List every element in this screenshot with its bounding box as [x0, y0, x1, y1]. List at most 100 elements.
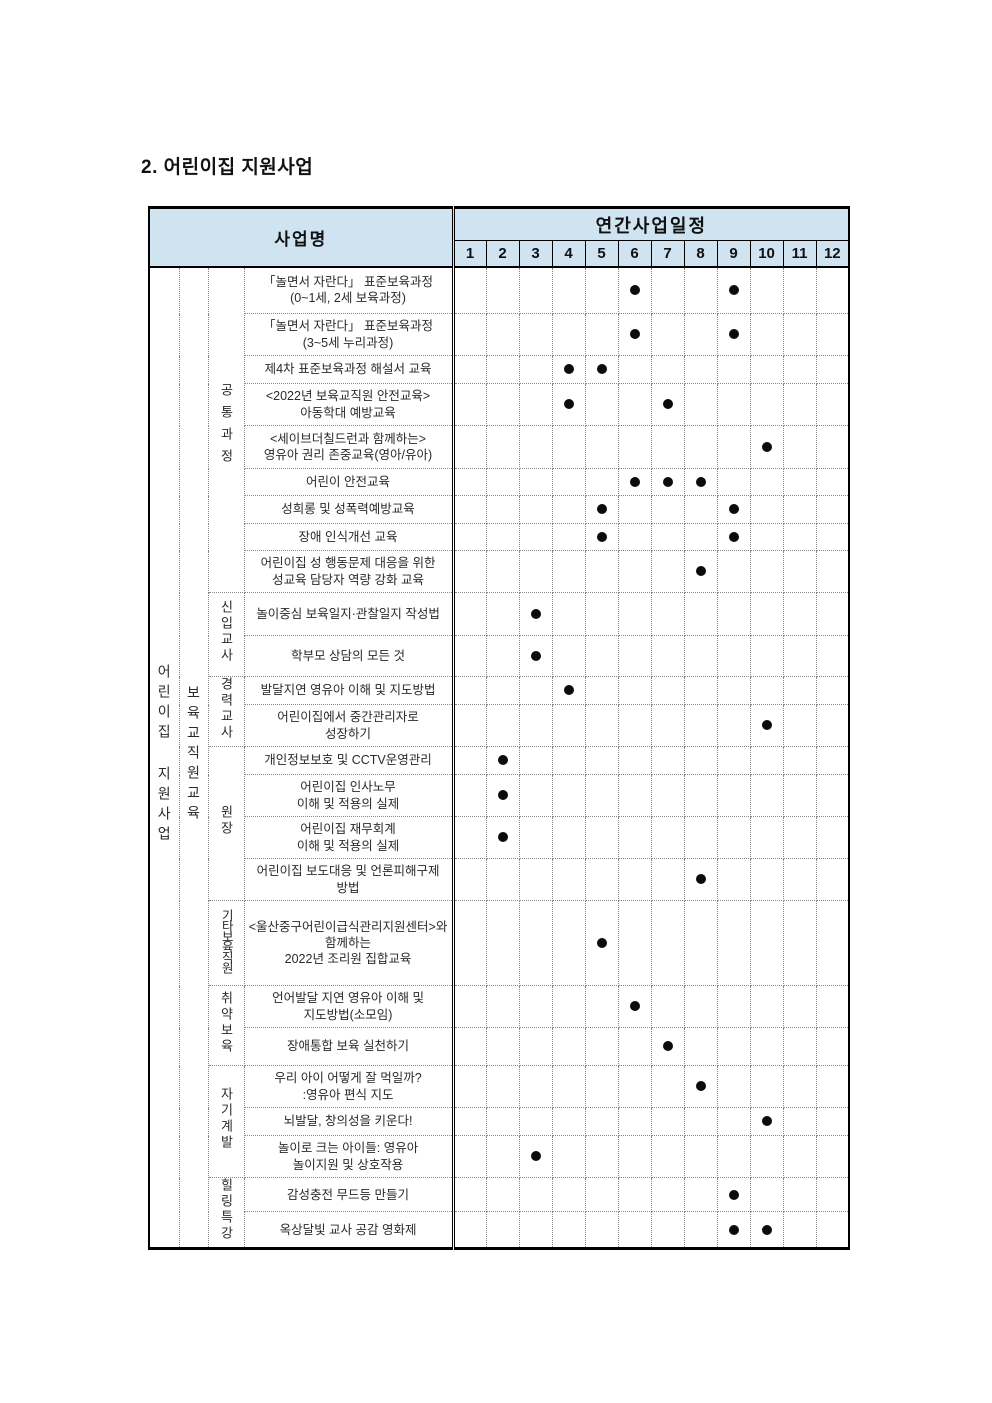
- month-cell-9: [716, 858, 751, 901]
- month-cell-9: [716, 383, 751, 426]
- month-cell-9: [716, 900, 751, 986]
- month-cell-1: [451, 313, 487, 356]
- month-cell-5: [584, 523, 619, 551]
- month-cell-6: [617, 383, 652, 426]
- month-cell-6: [617, 985, 652, 1028]
- month-cell-11: [782, 900, 817, 986]
- month-cell-5: [584, 592, 619, 636]
- month-cell-4: [551, 985, 586, 1028]
- month-cell-12: [815, 495, 850, 524]
- month-cell-11: [782, 468, 817, 496]
- month-cell-11: [782, 1027, 817, 1066]
- month-cell-8: [683, 550, 718, 593]
- schedule-dot: [662, 399, 673, 410]
- month-cell-2: [485, 900, 520, 986]
- month-cell-2: [485, 1135, 520, 1178]
- month-cell-8: [683, 1135, 718, 1178]
- program-name-cell: 제4차 표준보육과정 해설서 교육: [243, 355, 454, 384]
- month-cell-10: [749, 355, 784, 384]
- month-header-11: 11: [782, 240, 817, 267]
- program-row: 취약보육 언어발달 지연 영유아 이해 및 지도방법(소모임): [149, 985, 850, 1066]
- month-cell-8: [683, 746, 718, 775]
- month-cell-11: [782, 774, 817, 817]
- program-row: 옥상달빛 교사 공감 영화제: [149, 1211, 850, 1249]
- month-cell-7: [650, 468, 685, 496]
- month-cell-12: [815, 550, 850, 593]
- month-cell-12: [815, 676, 850, 705]
- month-cell-1: [451, 468, 487, 496]
- month-cell-10: [749, 523, 784, 551]
- month-cell-1: [451, 858, 487, 901]
- schedule-dot: [728, 1224, 739, 1235]
- month-cell-7: [650, 985, 685, 1028]
- month-cell-9: [716, 355, 751, 384]
- month-cell-5: [584, 816, 619, 859]
- month-cell-7: [650, 1065, 685, 1108]
- category-vertical-text: 자기계발: [218, 1087, 234, 1151]
- schedule-dot: [497, 790, 508, 801]
- month-cell-9: [716, 1211, 751, 1249]
- month-cell-4: [551, 313, 586, 356]
- month-cell-1: [451, 900, 487, 986]
- program-row: <세이브더칠드런과 함께하는> 영유아 권리 존중교육(영아/유아): [149, 425, 850, 469]
- program-name-cell: 어린이집 보도대응 및 언론피해구제 방법: [243, 858, 454, 901]
- month-cell-12: [815, 704, 850, 747]
- month-cell-8: [683, 468, 718, 496]
- month-cell-6: [617, 676, 652, 705]
- month-header-6: 6: [617, 240, 652, 267]
- program-name-cell: 감성충전 무드등 만들기: [243, 1176, 454, 1213]
- month-cell-12: [815, 313, 850, 356]
- schedule-dot: [596, 364, 607, 375]
- month-cell-3: [518, 1065, 553, 1108]
- month-cell-7: [650, 1027, 685, 1066]
- program-name-cell: 장애 인식개선 교육: [243, 523, 454, 551]
- month-cell-1: [451, 1211, 487, 1249]
- category-cell: 힐링특강: [207, 1177, 245, 1249]
- month-cell-5: [584, 635, 619, 677]
- month-cell-4: [551, 468, 586, 496]
- month-cell-9: [716, 746, 751, 775]
- month-cell-8: [683, 592, 718, 636]
- month-header-12: 12: [815, 240, 850, 267]
- program-row: 학부모 상담의 모든 것: [149, 635, 850, 677]
- month-cell-5: [584, 495, 619, 524]
- month-cell-8: [683, 704, 718, 747]
- table-header: 사업명 연간사업일정 1 2 3 4 5 6 7 8 9 10 11 12: [148, 207, 850, 267]
- month-cell-9: [716, 592, 751, 636]
- schedule-dot: [728, 329, 739, 340]
- month-cell-1: [451, 1176, 487, 1213]
- month-cell-10: [749, 313, 784, 356]
- schedule-dot: [761, 720, 772, 731]
- month-cell-4: [551, 746, 586, 775]
- schedule-dot: [596, 504, 607, 515]
- month-cell-2: [485, 1211, 520, 1249]
- month-cell-3: [518, 468, 553, 496]
- program-name-cell: 성희롱 및 성폭력예방교육: [243, 495, 454, 524]
- month-cell-10: [749, 1135, 784, 1178]
- header-row-top: 사업명 연간사업일정: [148, 207, 850, 267]
- month-cell-6: [617, 1211, 652, 1249]
- month-cell-7: [650, 858, 685, 901]
- month-cell-4: [551, 816, 586, 859]
- category-cell: 자기계발: [207, 1065, 245, 1178]
- month-cell-8: [683, 495, 718, 524]
- month-cell-3: [518, 355, 553, 384]
- month-cell-11: [782, 592, 817, 636]
- month-cell-8: [683, 1107, 718, 1136]
- month-cell-4: [551, 858, 586, 901]
- month-cell-4: [551, 265, 586, 314]
- month-header-7: 7: [650, 240, 685, 267]
- month-cell-11: [782, 523, 817, 551]
- program-name-cell: 어린이집 재무회계 이해 및 적용의 실제: [243, 816, 454, 859]
- month-cell-1: [451, 550, 487, 593]
- category-vertical-text: 기타보육직원: [219, 909, 234, 972]
- month-cell-6: [617, 355, 652, 384]
- month-cell-5: [584, 550, 619, 593]
- month-cell-2: [485, 495, 520, 524]
- month-cell-2: [485, 1027, 520, 1066]
- schedule-dot: [695, 566, 706, 577]
- month-cell-8: [683, 1176, 718, 1213]
- month-cell-11: [782, 816, 817, 859]
- page-title: 2. 어린이집 지원사업: [141, 157, 314, 178]
- month-cell-9: [716, 1027, 751, 1066]
